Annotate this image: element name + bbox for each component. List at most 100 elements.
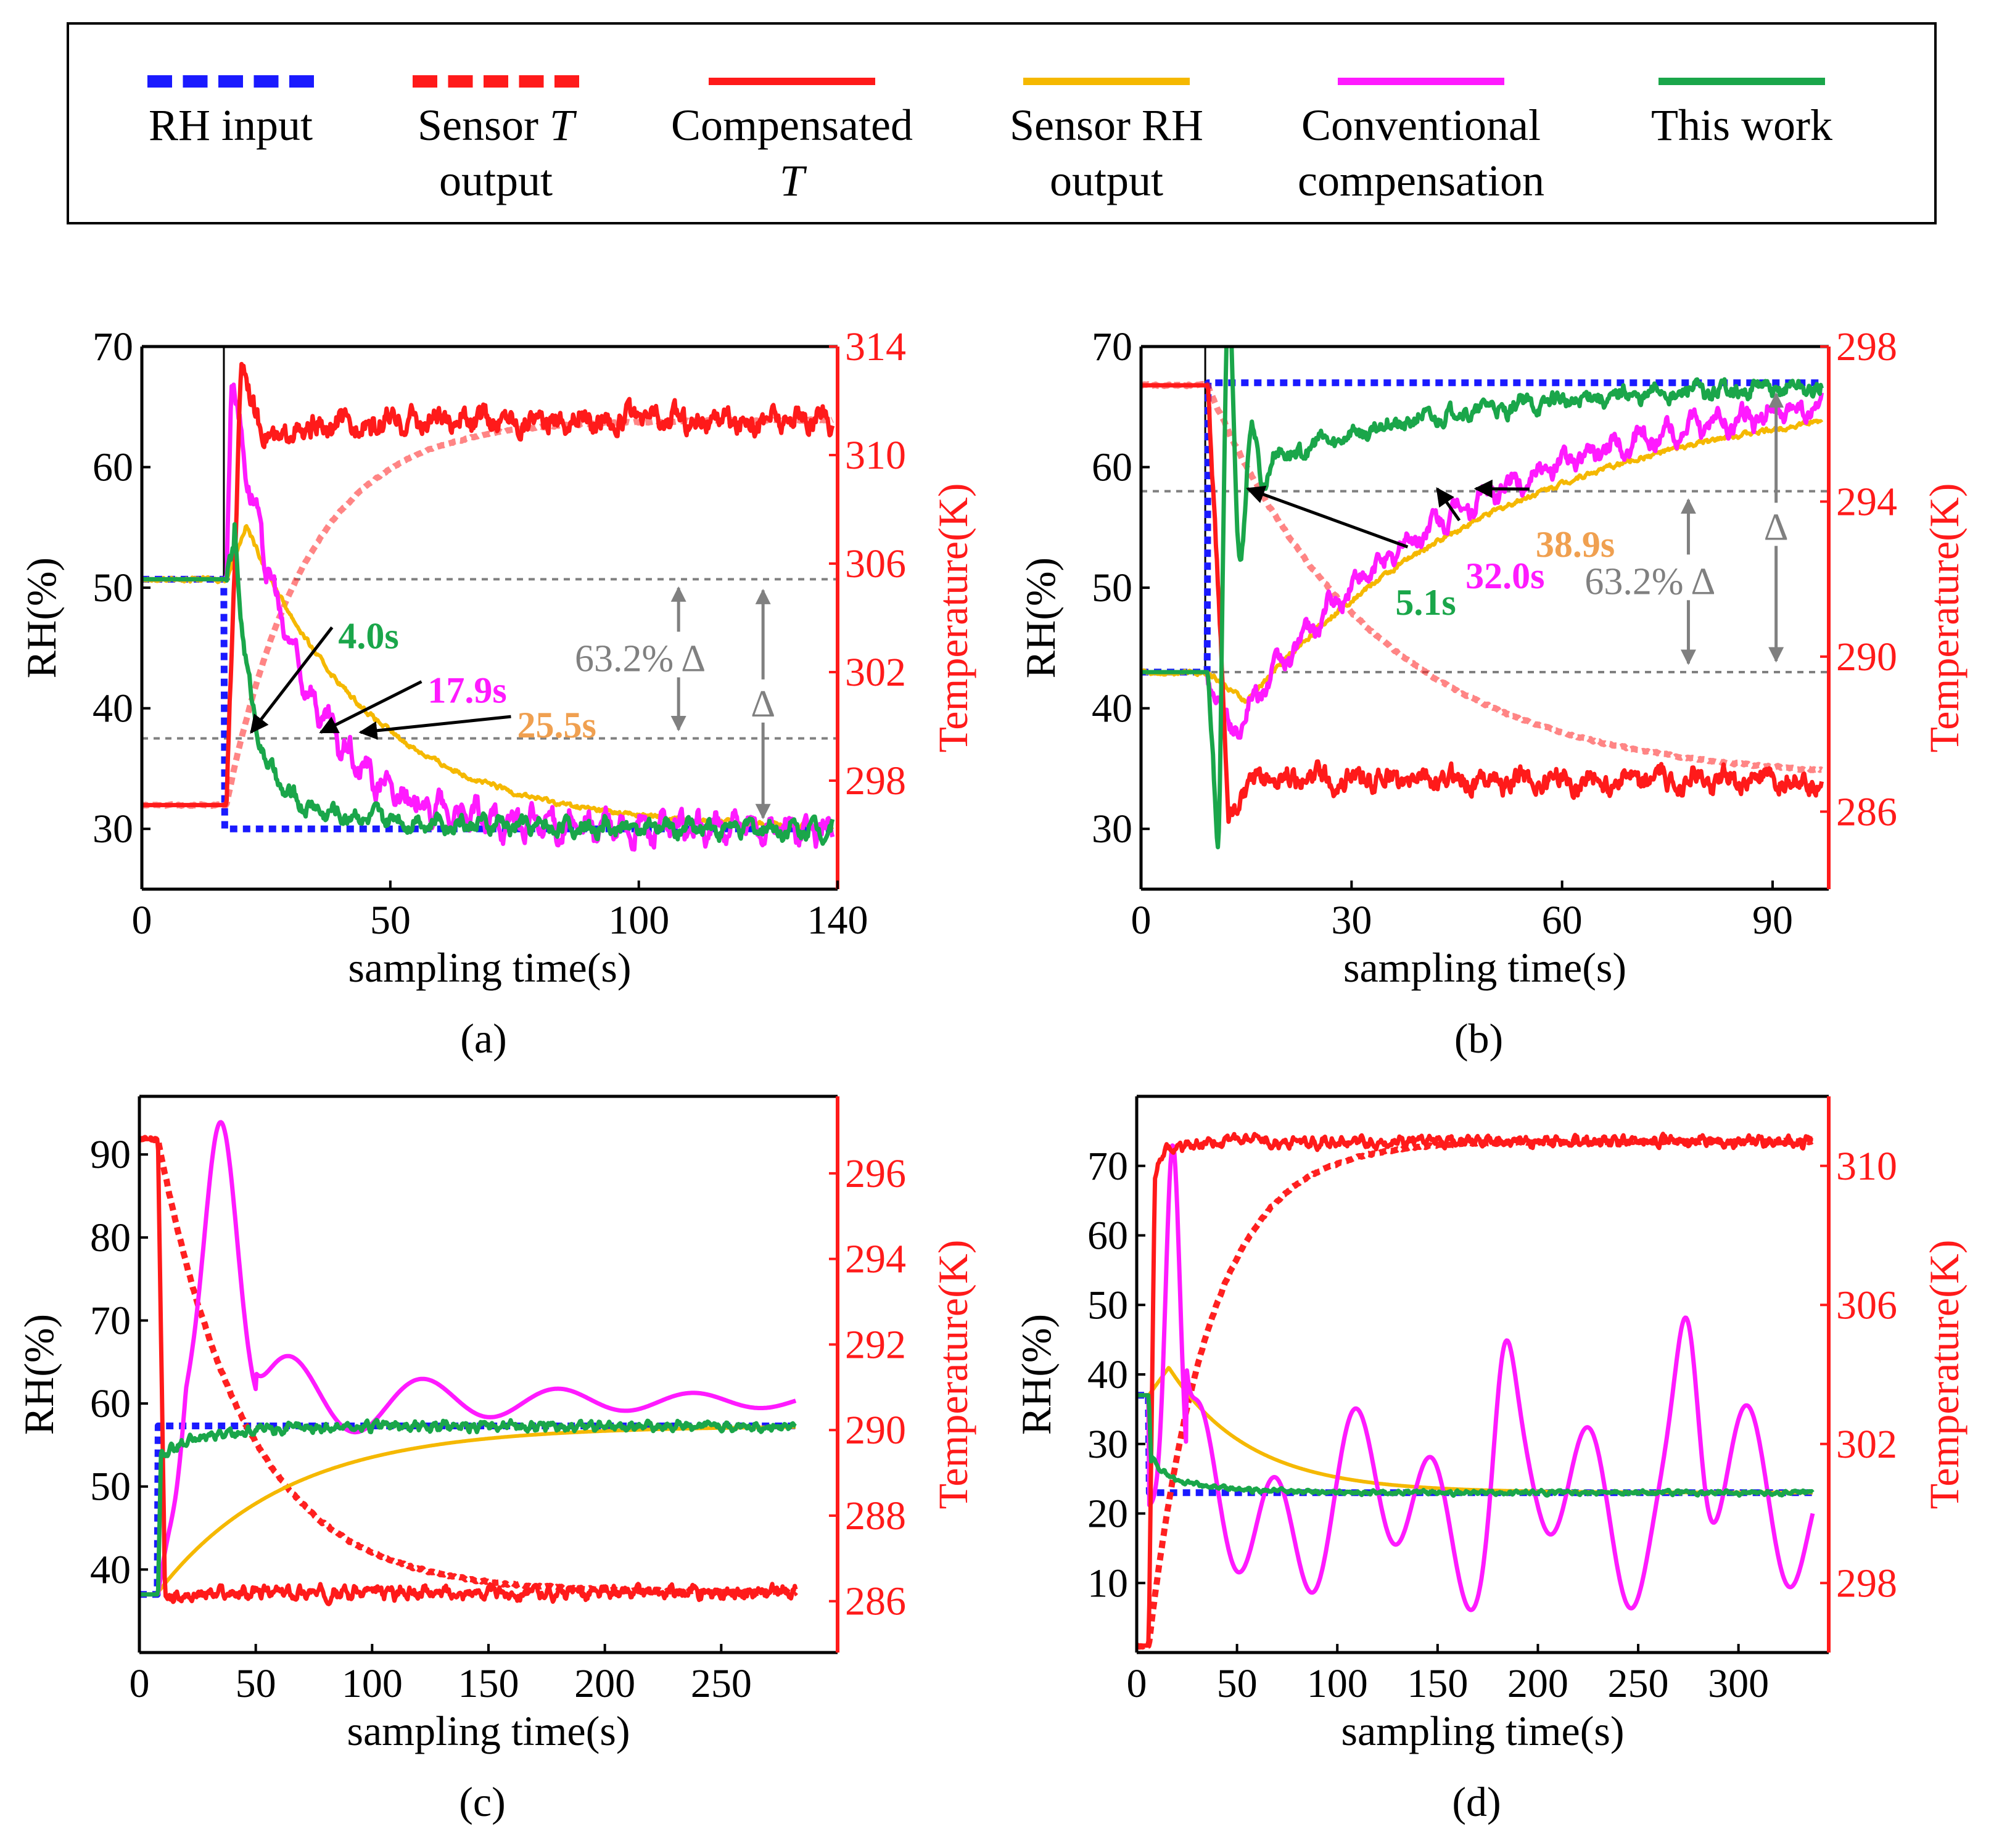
delta-label: Δ [1764,506,1789,548]
legend-text: T [549,101,575,150]
delta-label: Δ [751,683,775,725]
legend-label-line: T [638,153,946,208]
y-axis-title: RH(%) [18,557,65,678]
x-tick-label: 150 [1407,1661,1468,1706]
series-comp-t [1137,1131,1814,1648]
y-tick-label: 50 [93,565,133,610]
legend-item-sensor-rh: Sensor RH output [952,25,1261,222]
y-tick-label: 70 [90,1298,131,1343]
legend-label-line: Compensated [638,97,946,153]
legend-text: output [1049,156,1163,205]
y2-tick-label: 298 [845,758,906,803]
legend-swatch [147,75,314,88]
y2-tick-label: 296 [845,1151,906,1196]
y2-tick-label: 298 [1836,1561,1897,1606]
y2-tick-label: 290 [845,1408,906,1453]
series-work [139,1418,797,1597]
x-tick-label: 150 [458,1661,519,1706]
series-rh-input [142,575,835,832]
x-axis-title: sampling time(s) [348,944,632,991]
y2-axis-title: Temperature(K) [929,1240,976,1509]
y-tick-label: 40 [93,686,133,731]
annotation-label: 25.5s [517,705,596,745]
y2-axis-title: Temperature(K) [1921,483,1968,753]
x-tick-label: 250 [691,1661,752,1706]
annotation-label: 38.9s [1536,524,1615,565]
x-tick-label: 0 [1131,898,1152,943]
y2-axis-title: Temperature(K) [1921,1240,1968,1509]
y2-tick-label: 314 [845,324,906,369]
legend-label-line: output [952,153,1261,208]
legend-text: output [439,156,553,205]
legend-swatch [1338,78,1504,85]
legend-text: Sensor RH [1009,101,1203,150]
x-axis-title: sampling time(s) [1341,1707,1625,1754]
legend-text: compensation [1298,156,1544,205]
annotation-arrow [319,680,422,734]
legend-item-rh-input: RH input [76,25,385,222]
y2-tick-label: 310 [845,433,906,478]
series-rh-input [1141,379,1824,676]
y-tick-label: 70 [1087,1144,1128,1189]
legend-label: This work [1588,97,1896,153]
annotation-label: 4.0s [338,615,398,656]
x-tick-label: 50 [370,898,411,943]
annotation-arrow [1436,487,1461,522]
series-work [142,522,835,846]
legend-swatch [1023,78,1190,85]
y-tick-label: 30 [1092,807,1132,852]
panel-caption: (a) [460,1015,506,1062]
x-tick-label: 100 [1307,1661,1368,1706]
y-tick-label: 40 [1092,686,1132,731]
legend-item-conv: Conventional compensation [1267,25,1575,222]
legend-swatch [413,75,579,88]
delta-632-label: 63.2% Δ [1584,561,1715,602]
series-conv [139,1120,797,1597]
legend-label-line: Sensor T [342,97,650,153]
y-tick-label: 40 [1087,1352,1128,1397]
legend-text: RH input [148,101,313,150]
y-tick-label: 60 [1092,445,1132,490]
y2-tick-label: 286 [1836,789,1897,834]
x-tick-label: 30 [1331,898,1372,943]
y2-tick-label: 294 [1836,479,1897,524]
delta-632-label-bg [561,631,710,678]
legend-text: This work [1651,101,1832,150]
x-tick-label: 300 [1708,1661,1769,1706]
annotation-arrow [1246,485,1409,549]
delta-632-label: 63.2% Δ [575,638,706,680]
legend-text: T [779,156,805,205]
annotation-arrow [358,715,511,740]
legend-label-line: output [342,153,650,208]
x-tick-label: 200 [574,1661,635,1706]
x-tick-label: 200 [1507,1661,1568,1706]
y-tick-label: 50 [1092,565,1132,610]
y-tick-label: 70 [1092,324,1132,369]
series-work [1137,1393,1815,1498]
legend-label: Conventional compensation [1267,97,1575,208]
series-sensor-t [139,1135,798,1597]
legend-label: Compensated T [638,97,946,208]
y2-tick-label: 310 [1836,1144,1897,1189]
y-axis-title: RH(%) [1013,1314,1060,1435]
chart-d: 0 50 100 150 200 250 300 10 20 30 40 50 60 70 298 302 30… [1013,1094,1968,1825]
legend-swatch [709,78,875,85]
y-tick-label: 70 [93,324,133,369]
y-axis-title: RH(%) [1017,557,1064,678]
y2-tick-label: 306 [1836,1283,1897,1328]
series-comp-t [1141,383,1824,824]
series-work [1141,347,1824,850]
x-tick-label: 0 [132,898,152,943]
y-tick-label: 30 [93,807,133,852]
y-tick-label: 40 [90,1547,131,1592]
legend-label-line: Conventional [1267,97,1575,153]
series-sensor-rh [1137,1366,1814,1495]
x-axis-title: sampling time(s) [347,1707,630,1754]
panel-caption: (d) [1452,1778,1501,1825]
x-tick-label: 140 [807,898,868,943]
y2-tick-label: 292 [845,1322,906,1367]
delta-632-label-bg [1571,554,1720,601]
y2-tick-label: 298 [1836,324,1897,369]
y-tick-label: 80 [90,1215,131,1260]
